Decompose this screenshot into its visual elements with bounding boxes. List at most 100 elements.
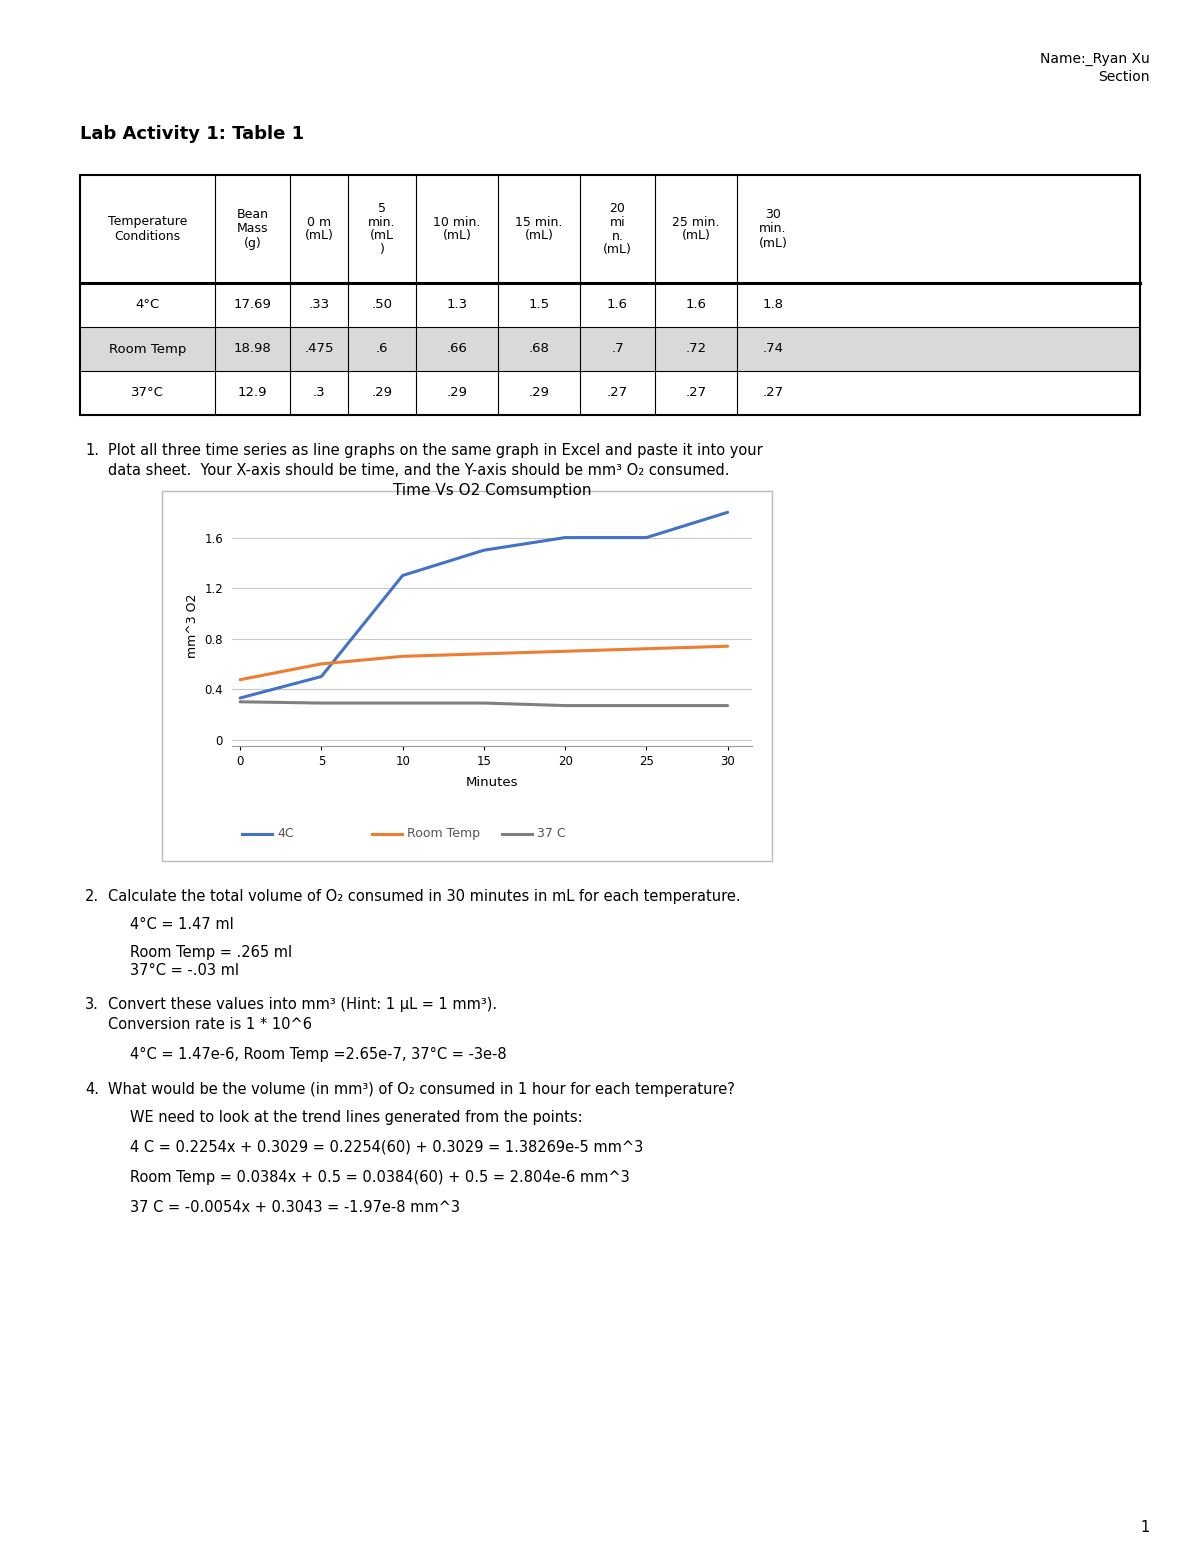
Text: (g): (g) [244, 236, 262, 250]
37 C [396, 694, 410, 713]
Text: Plot all three time series as line graphs on the same graph in Excel and paste i: Plot all three time series as line graph… [108, 443, 763, 458]
Text: n.: n. [612, 230, 624, 242]
Text: Conditions: Conditions [114, 230, 180, 242]
Text: min.: min. [760, 222, 787, 236]
Text: 1.6: 1.6 [607, 298, 628, 312]
Text: 20: 20 [610, 202, 625, 214]
Text: .68: .68 [528, 343, 550, 356]
Text: min.: min. [368, 216, 396, 228]
Room Temp [476, 644, 491, 663]
Text: .6: .6 [376, 343, 389, 356]
37 C [233, 693, 247, 711]
Text: 1.3: 1.3 [446, 298, 468, 312]
Text: .475: .475 [305, 343, 334, 356]
37 C [476, 694, 491, 713]
37 C [314, 694, 329, 713]
37 C [640, 696, 654, 714]
Text: data sheet.  Your X-axis should be time, and the Y-axis should be mm³ O₂ consume: data sheet. Your X-axis should be time, … [108, 463, 730, 478]
Text: Room Temp = 0.0384x + 0.5 = 0.0384(60) + 0.5 = 2.804e-6 mm^3: Room Temp = 0.0384x + 0.5 = 0.0384(60) +… [130, 1169, 630, 1185]
Room Temp [640, 640, 654, 658]
Room Temp [720, 637, 734, 655]
4C [396, 567, 410, 585]
Text: 5: 5 [378, 202, 386, 214]
4C [476, 540, 491, 559]
Text: .29: .29 [372, 387, 392, 399]
4C [314, 668, 329, 686]
37 C [558, 696, 572, 714]
Text: .72: .72 [685, 343, 707, 356]
Text: 18.98: 18.98 [234, 343, 271, 356]
Room Temp [233, 671, 247, 690]
Text: What would be the volume (in mm³) of O₂ consumed in 1 hour for each temperature?: What would be the volume (in mm³) of O₂ … [108, 1082, 734, 1096]
Text: .7: .7 [611, 343, 624, 356]
Title: Time Vs O2 Comsumption: Time Vs O2 Comsumption [392, 483, 592, 499]
Text: Calculate the total volume of O₂ consumed in 30 minutes in mL for each temperatu: Calculate the total volume of O₂ consume… [108, 888, 740, 904]
Text: (mL): (mL) [524, 230, 553, 242]
Text: .3: .3 [313, 387, 325, 399]
Text: Room Temp = .265 ml: Room Temp = .265 ml [130, 944, 292, 960]
Text: .66: .66 [446, 343, 468, 356]
Text: Conversion rate is 1 * 10^6: Conversion rate is 1 * 10^6 [108, 1017, 312, 1033]
Text: ): ) [379, 244, 384, 256]
Text: 3.: 3. [85, 997, 98, 1013]
Text: 1.5: 1.5 [528, 298, 550, 312]
Text: 37°C: 37°C [131, 387, 164, 399]
Text: .33: .33 [308, 298, 330, 312]
Bar [80, 175, 1140, 415]
Text: .74: .74 [762, 343, 784, 356]
Text: WE need to look at the trend lines generated from the points:: WE need to look at the trend lines gener… [130, 1110, 583, 1124]
Line: 37 C: 37 C [240, 702, 727, 705]
Text: 4 C = 0.2254x + 0.3029 = 0.2254(60) + 0.3029 = 1.38269e-5 mm^3: 4 C = 0.2254x + 0.3029 = 0.2254(60) + 0.… [130, 1140, 643, 1155]
Text: mi: mi [610, 216, 625, 228]
Text: 12.9: 12.9 [238, 387, 268, 399]
Text: .50: .50 [372, 298, 392, 312]
4C [558, 528, 572, 547]
Text: 25 min.: 25 min. [672, 216, 720, 228]
Text: 1.6: 1.6 [685, 298, 707, 312]
Text: 1.: 1. [85, 443, 98, 458]
4C [720, 503, 734, 522]
Text: 1: 1 [1141, 1520, 1150, 1534]
X-axis label: Minutes: Minutes [466, 776, 518, 789]
Text: 10 min.: 10 min. [433, 216, 481, 228]
Text: 4.: 4. [85, 1082, 98, 1096]
Text: 17.69: 17.69 [234, 298, 271, 312]
Text: Room Temp: Room Temp [407, 828, 480, 840]
Text: Section: Section [1098, 70, 1150, 84]
Text: (mL): (mL) [604, 244, 632, 256]
Text: (mL): (mL) [305, 230, 334, 242]
Text: 0 m: 0 m [307, 216, 331, 228]
Text: Lab Activity 1: Table 1: Lab Activity 1: Table 1 [80, 124, 304, 143]
Bar [162, 491, 772, 860]
Room Temp [396, 648, 410, 666]
Text: .27: .27 [607, 387, 628, 399]
Text: Convert these values into mm³ (Hint: 1 μL = 1 mm³).: Convert these values into mm³ (Hint: 1 μ… [108, 997, 497, 1013]
Text: .29: .29 [446, 387, 468, 399]
Text: .27: .27 [685, 387, 707, 399]
Text: .27: .27 [762, 387, 784, 399]
Room Temp [314, 654, 329, 672]
Y-axis label: mm^3 O2: mm^3 O2 [186, 593, 199, 658]
4C [233, 688, 247, 707]
Text: (mL): (mL) [443, 230, 472, 242]
Text: 30: 30 [766, 208, 781, 222]
37 C [720, 696, 734, 714]
Text: (mL): (mL) [758, 236, 787, 250]
Text: .29: .29 [528, 387, 550, 399]
Bar [80, 371, 1140, 415]
Text: (mL: (mL [370, 230, 394, 242]
Text: Mass: Mass [236, 222, 269, 236]
Text: 4°C: 4°C [136, 298, 160, 312]
Text: 37 C = -0.0054x + 0.3043 = -1.97e-8 mm^3: 37 C = -0.0054x + 0.3043 = -1.97e-8 mm^3 [130, 1200, 460, 1214]
Line: Room Temp: Room Temp [240, 646, 727, 680]
Room Temp [558, 641, 572, 660]
Text: 4C: 4C [277, 828, 294, 840]
Text: (mL): (mL) [682, 230, 710, 242]
Text: Name:_Ryan Xu: Name:_Ryan Xu [1040, 51, 1150, 65]
Text: 37°C = -.03 ml: 37°C = -.03 ml [130, 963, 239, 978]
Text: Room Temp: Room Temp [109, 343, 186, 356]
Text: 2.: 2. [85, 888, 100, 904]
Text: Temperature: Temperature [108, 216, 187, 228]
Text: 1.8: 1.8 [762, 298, 784, 312]
Text: 15 min.: 15 min. [515, 216, 563, 228]
